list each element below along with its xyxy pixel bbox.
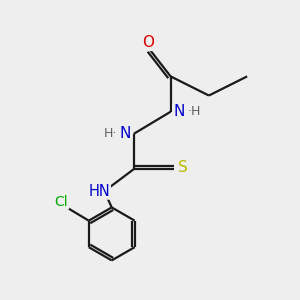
Text: N: N	[173, 104, 184, 119]
Text: ·H: ·H	[188, 105, 201, 118]
Text: O: O	[142, 35, 154, 50]
Text: N: N	[120, 126, 131, 141]
Text: Cl: Cl	[55, 194, 68, 208]
Text: HN: HN	[88, 184, 110, 199]
Text: S: S	[178, 160, 187, 175]
Text: H·: H·	[103, 127, 117, 140]
